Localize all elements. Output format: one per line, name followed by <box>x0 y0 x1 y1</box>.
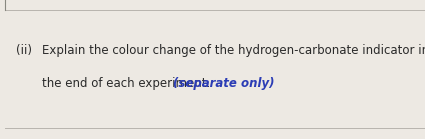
Text: (separate only): (separate only) <box>173 77 274 90</box>
Text: (ii): (ii) <box>16 44 32 57</box>
Text: Explain the colour change of the hydrogen-carbonate indicator in flask Y at: Explain the colour change of the hydroge… <box>42 44 425 57</box>
Text: the end of each experiment.: the end of each experiment. <box>42 77 216 90</box>
